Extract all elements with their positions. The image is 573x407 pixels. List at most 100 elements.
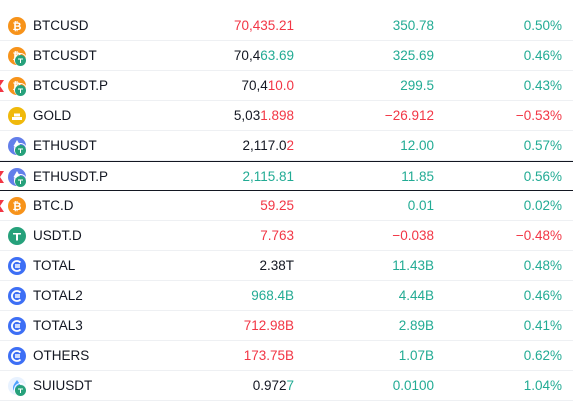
change-value: 1.07B	[399, 348, 434, 363]
last-price: 2.38T	[259, 258, 294, 273]
symbol-label: TOTAL	[33, 258, 76, 273]
last-price-tail: T	[285, 258, 294, 273]
symbol-label: GOLD	[33, 108, 72, 123]
change-value: 325.69	[393, 48, 434, 63]
last-price-tail: 1.898	[260, 108, 294, 123]
last-price-tail: B	[284, 288, 294, 303]
last-price: 7.763	[260, 228, 294, 243]
change-number: −0.038	[392, 228, 434, 243]
change-number: 325.69	[392, 48, 434, 63]
last-price-main: 2,117.0	[242, 138, 287, 153]
change-value: 0.0100	[393, 378, 434, 393]
symbol-label: USDT.D	[33, 228, 82, 243]
change-value: 4.44B	[399, 288, 434, 303]
tether-icon	[14, 143, 27, 156]
watchlist-row-total[interactable]: TOTAL 2.38T 11.43B 0.48%	[0, 251, 573, 281]
change-number: 0.0100	[392, 378, 434, 393]
symbol-label: SUIUSDT	[33, 378, 93, 393]
watchlist-row-ethusdt-p[interactable]: ETHUSDT.P 2,115.81 11.85 0.56%	[0, 161, 573, 191]
last-price: 70,463.69	[234, 48, 294, 63]
watchlist: ₿BTCUSD70,435.21350.780.50%₿BTCUSDT70,46…	[0, 11, 573, 401]
last-price-main: 70,4	[241, 78, 268, 93]
last-price: 968.4B	[251, 288, 294, 303]
svg-text:₿: ₿	[13, 20, 22, 33]
last-price: 712.98B	[244, 318, 294, 333]
tether-icon	[14, 53, 27, 66]
last-price: 0.9727	[253, 378, 294, 393]
svg-text:₿: ₿	[13, 200, 22, 213]
last-price-main: 7.763	[260, 228, 294, 243]
gold-icon	[8, 107, 26, 125]
total-market-icon	[8, 317, 26, 335]
total-market-icon	[8, 257, 26, 275]
symbol-label: BTC.D	[33, 198, 74, 213]
last-price: 59.25	[260, 198, 294, 213]
change-number: 2.89	[398, 318, 425, 333]
last-price-main: 173.75	[243, 348, 285, 363]
symbol-label: OTHERS	[33, 348, 90, 363]
last-price-main: 712.98	[243, 318, 285, 333]
tether-icon	[14, 383, 27, 396]
change-value: 0.01	[408, 198, 434, 213]
last-price-tail: B	[284, 348, 294, 363]
red-flag-icon[interactable]	[0, 171, 4, 183]
watchlist-row-gold[interactable]: GOLD 5,031.898 −26.912 −0.53%	[0, 101, 573, 131]
change-number: 299.5	[400, 78, 434, 93]
change-value: −0.038	[392, 228, 434, 243]
last-price-main: 5,03	[233, 108, 261, 123]
symbol-label: TOTAL2	[33, 288, 83, 303]
last-price: 70,435.21	[234, 18, 294, 33]
last-price-main: 70,4	[233, 48, 261, 63]
last-price: 5,031.898	[234, 108, 294, 123]
change-percent: 1.04%	[523, 378, 562, 393]
last-price-main: 2.38	[259, 258, 286, 273]
watchlist-row-total2[interactable]: TOTAL2 968.4B 4.44B 0.46%	[0, 281, 573, 311]
change-unit: B	[424, 318, 434, 333]
watchlist-row-usdt-d[interactable]: USDT.D 7.763 −0.038 −0.48%	[0, 221, 573, 251]
last-price-main: 968.4	[251, 288, 285, 303]
change-number: 12.00	[400, 138, 434, 153]
watchlist-row-btcusd[interactable]: ₿ BTCUSD 70,435.21 350.78 0.50%	[0, 11, 573, 41]
last-price: 70,410.0	[241, 78, 294, 93]
total-market-icon	[8, 287, 26, 305]
change-percent: 0.57%	[523, 138, 562, 153]
change-percent: −0.48%	[515, 228, 562, 243]
change-number: 4.44	[398, 288, 425, 303]
change-percent: 0.50%	[523, 18, 562, 33]
change-percent: 0.43%	[523, 78, 562, 93]
watchlist-row-suiusdt[interactable]: SUIUSDT 0.9727 0.0100 1.04%	[0, 371, 573, 401]
change-number: −26.912	[384, 108, 434, 123]
symbol-label: BTCUSDT.P	[33, 78, 109, 93]
watchlist-row-btc-d[interactable]: ₿ BTC.D 59.25 0.01 0.02%	[0, 191, 573, 221]
last-price: 2,117.02	[242, 138, 294, 153]
change-percent: 0.41%	[523, 318, 562, 333]
change-number: 1.07	[398, 348, 425, 363]
symbol-label: BTCUSD	[33, 18, 89, 33]
last-price: 2,115.81	[242, 169, 294, 184]
change-percent: 0.46%	[523, 288, 562, 303]
red-flag-icon[interactable]	[0, 200, 4, 212]
change-percent: 0.46%	[523, 48, 562, 63]
watchlist-row-others[interactable]: OTHERS 173.75B 1.07B 0.62%	[0, 341, 573, 371]
change-value: 350.78	[393, 18, 434, 33]
bitcoin-icon: ₿	[8, 17, 26, 35]
last-price-main: 2,115.81	[242, 169, 294, 184]
change-unit: B	[424, 288, 434, 303]
last-price-main: 0.972	[252, 378, 287, 393]
bitcoin-icon: ₿	[8, 197, 26, 215]
change-value: 299.5	[400, 78, 434, 93]
last-price-tail: 2	[286, 138, 294, 153]
change-value: 2.89B	[399, 318, 434, 333]
change-number: 11.43	[392, 258, 425, 273]
tether-icon	[8, 227, 26, 245]
watchlist-row-ethusdt[interactable]: ETHUSDT 2,117.02 12.00 0.57%	[0, 131, 573, 161]
watchlist-row-total3[interactable]: TOTAL3 712.98B 2.89B 0.41%	[0, 311, 573, 341]
symbol-label: ETHUSDT	[33, 138, 97, 153]
last-price-tail: B	[284, 318, 294, 333]
last-price-tail: 7	[286, 378, 294, 393]
symbol-label: ETHUSDT.P	[33, 169, 109, 184]
tether-icon	[14, 174, 27, 187]
red-flag-icon[interactable]	[0, 80, 4, 92]
